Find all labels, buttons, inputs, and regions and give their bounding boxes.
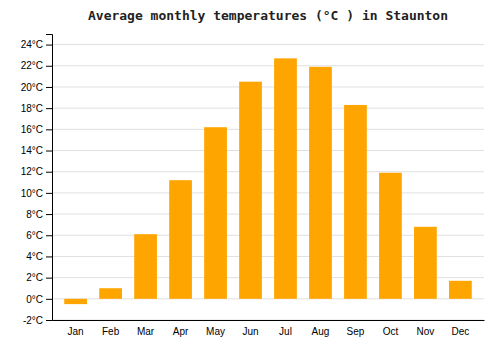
bar [64,299,87,304]
grid-line [52,214,484,215]
y-tick-mark [46,151,52,152]
x-tick-label: Sep [347,326,365,337]
x-tick-label: Apr [173,326,189,337]
plot: -2°C 0°C 2°C 4°C 6°C 8°C 10°C 12°C 14°C 16°C 18°C 2… [21,35,485,338]
x-tick-label: Oct [383,326,399,337]
x-tick: Jul [279,326,292,337]
y-tick-mark [46,129,52,130]
y-tick-mark [46,87,52,88]
grid-line [52,192,484,193]
x-tick: Jan [68,326,84,337]
y-tick: 14°C [21,145,52,156]
x-tick-label: Dec [451,326,469,337]
x-tick: Sep [347,326,365,337]
bar [239,82,262,299]
bar [169,180,192,299]
y-tick-mark [46,214,52,215]
y-tick: 22°C [21,60,52,71]
bar [134,234,157,299]
x-tick-label: Jan [68,326,84,337]
y-tick-mark [46,278,52,279]
grid [52,45,484,320]
y-tick: 18°C [21,103,52,114]
bar [449,281,472,299]
x-tick: May [206,326,225,337]
y-tick-mark [46,299,52,300]
grid-line [52,150,484,151]
y-tick-label: 8°C [26,209,43,220]
y-tick: 16°C [21,124,52,135]
y-tick-mark [46,66,52,67]
y-tick-label: 6°C [26,230,43,241]
y-tick: 6°C [26,230,52,241]
y-tick-mark [46,45,52,46]
bar [99,288,122,299]
y-tick-label: 12°C [21,166,43,177]
y-tick: 24°C [21,39,52,50]
bar [414,227,437,299]
y-tick-label: 4°C [26,251,43,262]
y-tick-label: 24°C [21,39,43,50]
y-tick-mark [46,320,52,321]
grid-line [52,44,484,45]
bar [309,67,332,299]
x-axis-line [53,320,485,321]
y-tick-mark [46,108,52,109]
y-tick-label: 0°C [26,294,43,305]
x-tick: Jun [242,326,258,337]
y-tick: 0°C [26,294,52,305]
y-tick-label: 20°C [21,82,43,93]
grid-line [52,171,484,172]
x-tick-label: Aug [312,326,330,337]
grid-line [52,129,484,130]
bar [274,58,297,298]
y-tick-label: 10°C [21,188,43,199]
x-tick-label: Mar [137,326,155,337]
x-tick: Nov [417,326,435,337]
x-tick: Dec [451,326,469,337]
x-tick: Apr [173,326,189,337]
y-tick: 8°C [26,209,52,220]
y-tick-label: 22°C [21,60,43,71]
x-axis: Jan Feb Mar Apr May Jun Jul Aug Sep Oct Nov Dec [53,321,485,338]
y-tick-mark [46,235,52,236]
y-tick: 2°C [26,272,52,283]
bars [64,58,472,304]
y-tick-mark [46,172,52,173]
x-tick: Aug [312,326,330,337]
y-tick: 4°C [26,251,52,262]
x-tick: Feb [102,326,120,337]
bar [204,127,227,299]
x-tick-label: Feb [102,326,120,337]
grid-line [52,86,484,87]
y-tick-label: 14°C [21,145,43,156]
chart: -2°C 0°C 2°C 4°C 6°C 8°C 10°C 12°C 14°C 16°C 18°C 2… [0,0,500,350]
y-tick-label: 18°C [21,103,43,114]
y-tick-label: -2°C [23,315,43,326]
bar [344,105,367,299]
x-tick-label: Nov [417,326,435,337]
x-tick-label: Jun [242,326,258,337]
x-tick: Oct [383,326,399,337]
y-tick: 10°C [21,188,52,199]
y-axis-line [46,35,53,321]
grid-line [52,320,484,321]
bar [379,173,402,299]
x-tick-label: May [206,326,225,337]
x-tick-label: Jul [279,326,292,337]
y-tick: -2°C [23,315,52,326]
grid-line [52,108,484,109]
y-tick: 12°C [21,166,52,177]
title: Average monthly temperatures (°C ) in St… [88,8,448,23]
y-tick-mark [46,256,52,257]
y-tick-label: 16°C [21,124,43,135]
x-tick: Mar [137,326,155,337]
y-axis: -2°C 0°C 2°C 4°C 6°C 8°C 10°C 12°C 14°C 16°C 18°C 2… [21,35,53,326]
grid-line [52,65,484,66]
y-tick: 20°C [21,82,52,93]
y-tick-mark [46,193,52,194]
y-tick-label: 2°C [26,272,43,283]
